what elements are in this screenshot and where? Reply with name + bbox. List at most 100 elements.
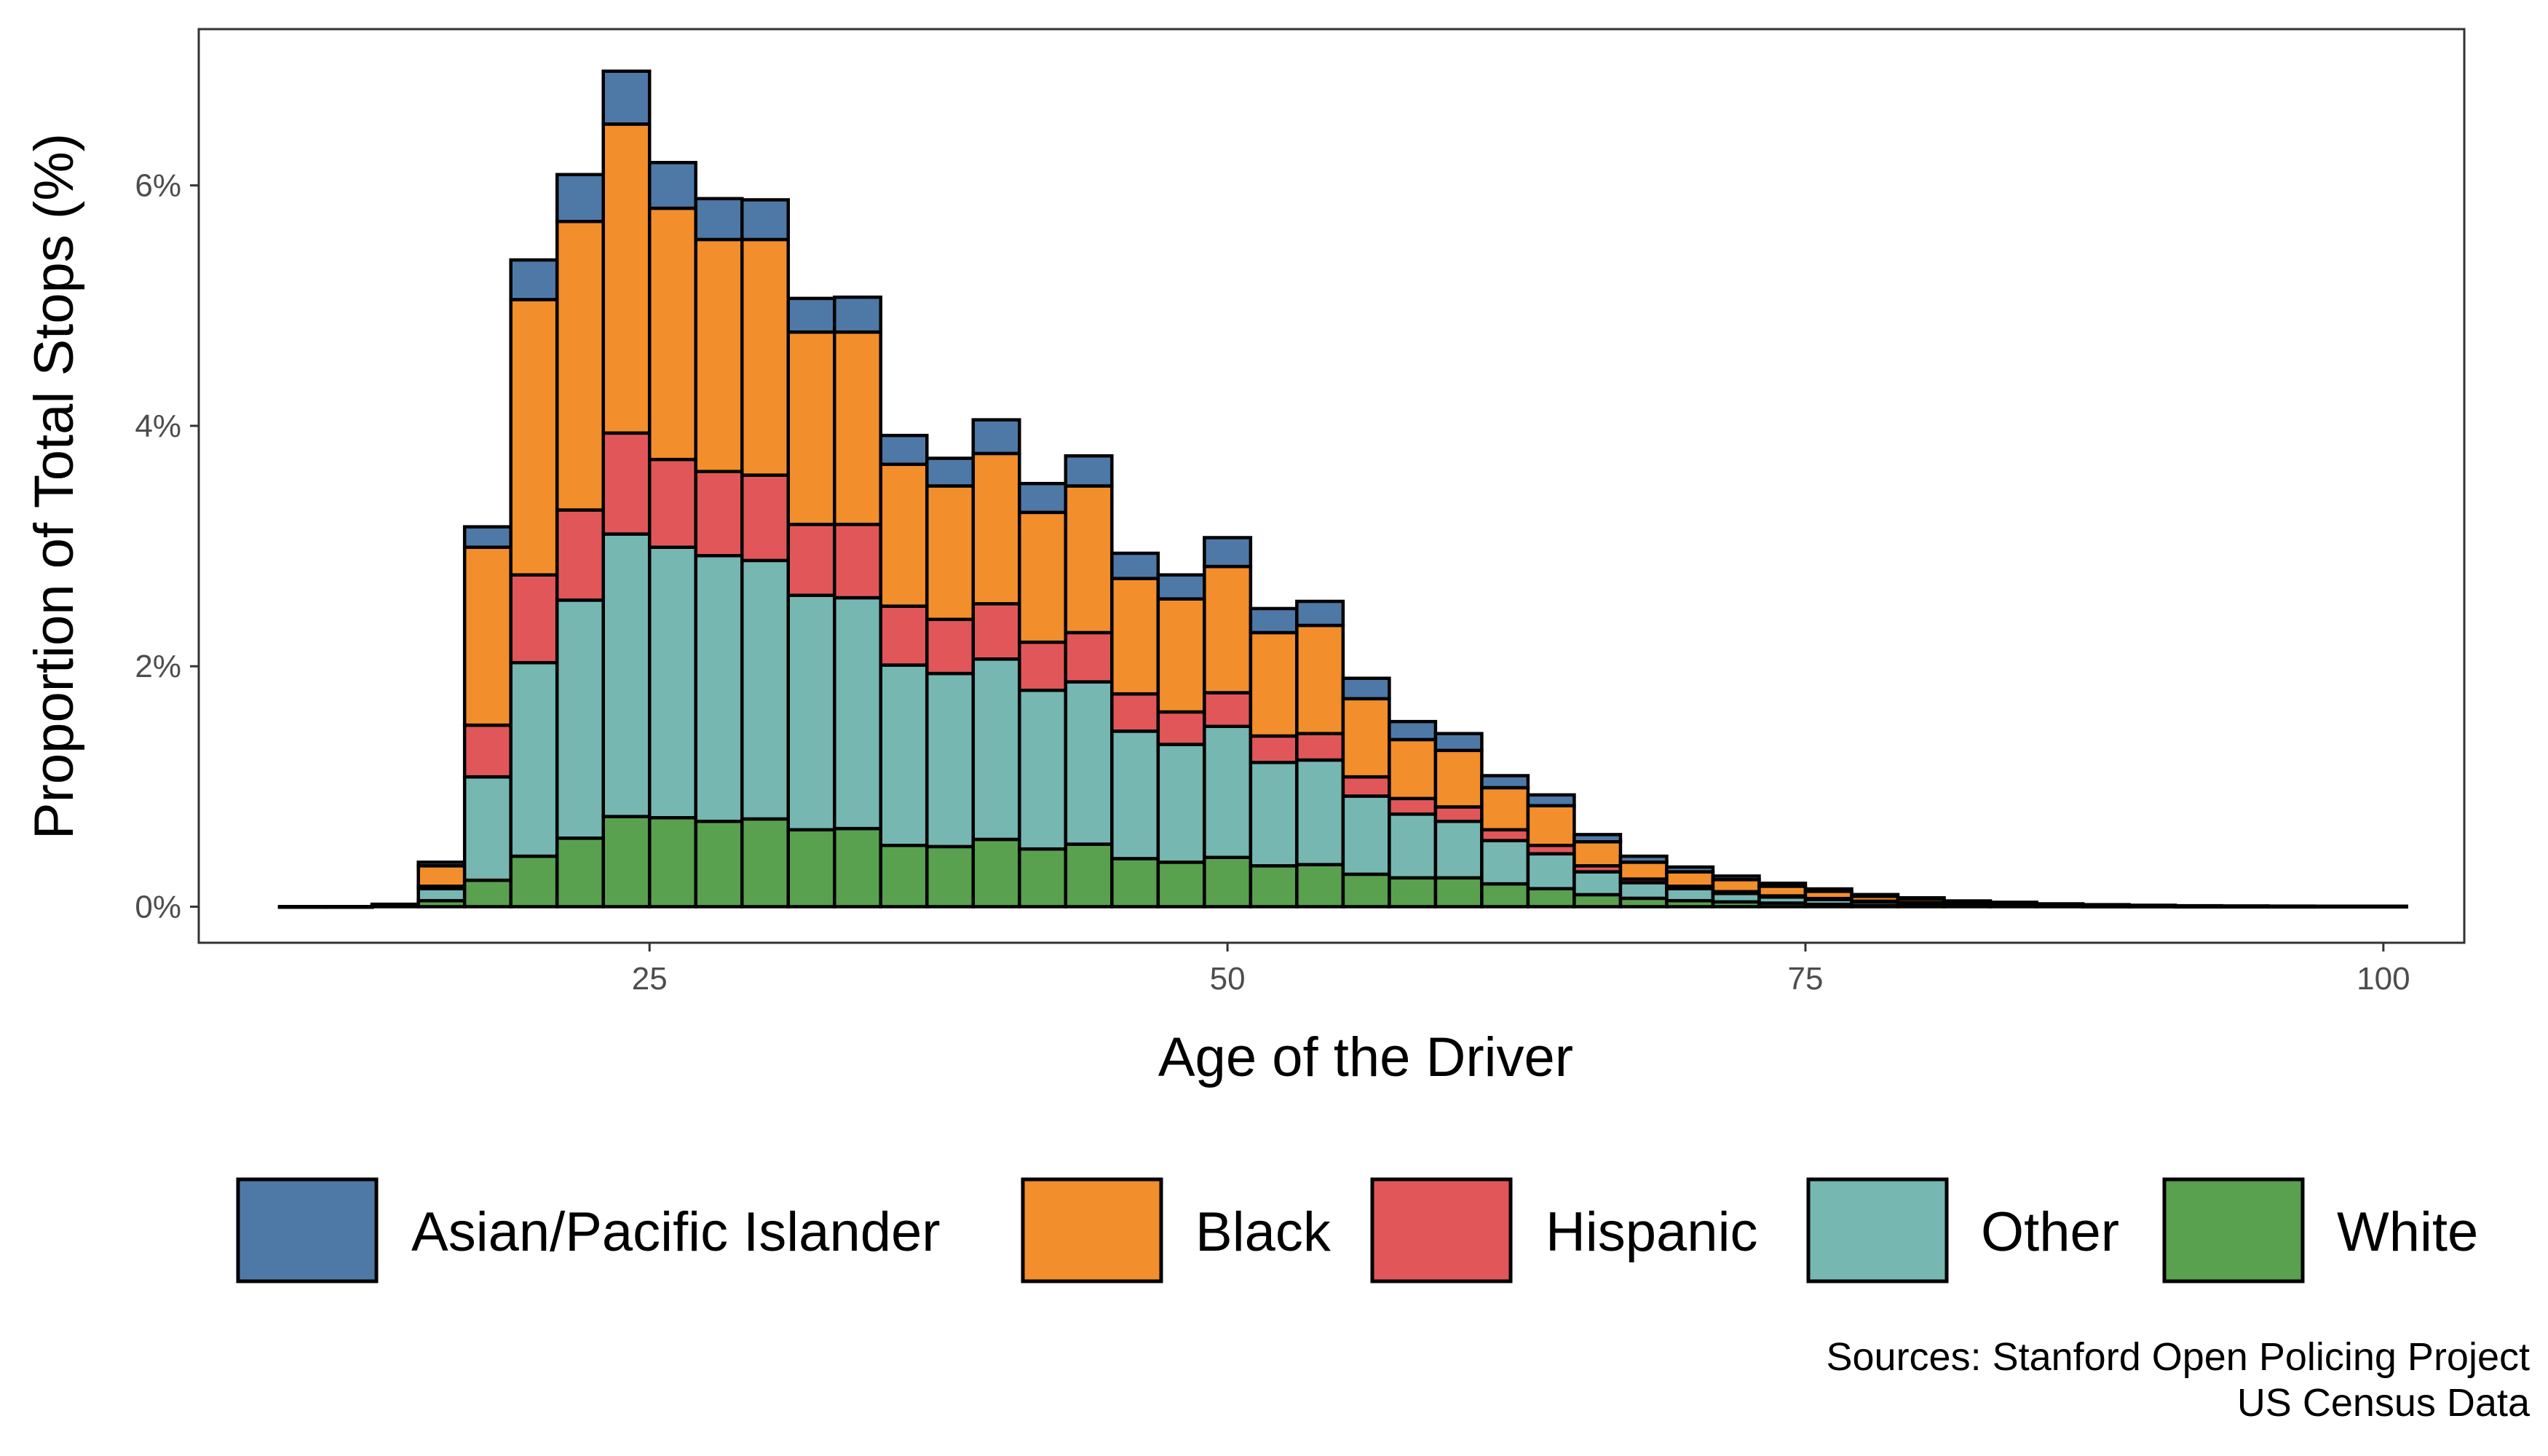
- bar-other-age-60: [1433, 819, 1484, 880]
- bar-hispanic-age-24: [601, 431, 652, 536]
- bar-hispanic-age-40: [971, 602, 1021, 661]
- bar-asian-pacific-islander-age-78: [1850, 893, 1900, 898]
- bar-white-age-42: [1018, 847, 1068, 909]
- bar-other-age-34: [833, 596, 883, 831]
- bar-asian-pacific-islander-age-18: [462, 525, 513, 549]
- x-axis: 25 50 75 100: [632, 943, 2410, 997]
- bar-other-age-24: [601, 532, 652, 818]
- bar-black-age-34: [833, 330, 883, 526]
- bar-other-age-22: [555, 598, 605, 840]
- bar-black-age-20: [509, 298, 559, 577]
- bar-other-age-42: [1018, 688, 1068, 851]
- bar-asian-pacific-islander-age-58: [1388, 719, 1438, 742]
- bar-other-age-56: [1341, 794, 1391, 877]
- legend-label-hispanic: Hispanic: [1546, 1201, 1757, 1263]
- bar-asian-pacific-islander-age-88: [2081, 903, 2131, 907]
- bar-hispanic-age-54: [1295, 732, 1345, 762]
- bar-hispanic-age-18: [462, 723, 513, 779]
- legend-key-black: [1021, 1177, 1163, 1283]
- bar-black-age-68: [1618, 860, 1669, 881]
- bar-other-age-40: [971, 657, 1021, 842]
- bar-asian-pacific-islander-age-60: [1433, 732, 1484, 753]
- bar-asian-pacific-islander-age-32: [786, 296, 836, 334]
- bar-hispanic-age-38: [925, 617, 976, 676]
- bar-asian-pacific-islander-age-80: [1896, 895, 1946, 901]
- bar-asian-pacific-islander-age-98: [2312, 904, 2362, 909]
- bar-black-age-38: [925, 484, 976, 622]
- bar-asian-pacific-islander-age-34: [833, 295, 883, 334]
- bar-white-age-48: [1156, 860, 1206, 909]
- bar-other-age-18: [462, 775, 513, 882]
- bar-white-age-46: [1110, 857, 1160, 909]
- bar-asian-pacific-islander-age-40: [971, 418, 1021, 456]
- bar-asian-pacific-islander-age-24: [601, 69, 652, 126]
- bar-asian-pacific-islander-age-56: [1341, 676, 1391, 701]
- bar-asian-pacific-islander-age-20: [509, 258, 559, 301]
- x-tick-label: 100: [2357, 961, 2410, 997]
- bar-hispanic-age-58: [1388, 796, 1438, 816]
- bar-other-age-30: [740, 558, 791, 821]
- bar-other-age-62: [1480, 839, 1530, 886]
- bar-black-age-56: [1341, 697, 1391, 779]
- bar-white-age-62: [1480, 882, 1530, 909]
- bar-white-age-34: [833, 826, 883, 909]
- bar-asian-pacific-islander-age-86: [2035, 902, 2085, 906]
- bar-black-age-30: [740, 237, 791, 477]
- y-tick-label: 6%: [135, 168, 181, 204]
- y-tick-label: 0%: [135, 889, 181, 925]
- legend-key-white: [2162, 1177, 2305, 1283]
- bar-asian-pacific-islander-age-46: [1110, 551, 1160, 580]
- bar-hispanic-age-42: [1018, 640, 1068, 692]
- bar-white-age-18: [462, 878, 513, 909]
- bar-hispanic-age-20: [509, 573, 559, 665]
- bar-hispanic-age-50: [1203, 691, 1253, 729]
- bar-black-age-58: [1388, 737, 1438, 801]
- bar-other-age-58: [1388, 812, 1438, 880]
- bar-asian-pacific-islander-age-12: [324, 905, 374, 909]
- bar-black-age-22: [555, 219, 605, 512]
- bar-other-age-26: [647, 545, 697, 820]
- bar-hispanic-age-36: [879, 604, 929, 667]
- bar-white-age-66: [1572, 893, 1623, 909]
- bar-asian-pacific-islander-age-30: [740, 198, 791, 242]
- caption-line-2: US Census Data: [2237, 1381, 2531, 1425]
- bar-black-age-42: [1018, 510, 1068, 644]
- bar-white-age-64: [1526, 887, 1576, 909]
- legend-label-black: Black: [1195, 1201, 1332, 1263]
- bar-hispanic-age-34: [833, 523, 883, 600]
- bar-black-age-60: [1433, 748, 1484, 809]
- bar-black-age-26: [647, 206, 697, 462]
- bar-other-age-64: [1526, 852, 1576, 890]
- bar-hispanic-age-48: [1156, 710, 1206, 746]
- x-tick-label: 50: [1210, 961, 1246, 997]
- bar-other-age-70: [1665, 887, 1715, 903]
- bar-hispanic-age-52: [1249, 734, 1299, 764]
- bar-black-age-44: [1064, 484, 1114, 635]
- bar-black-age-40: [971, 451, 1021, 606]
- bar-asian-pacific-islander-age-38: [925, 456, 976, 488]
- bar-black-age-48: [1156, 597, 1206, 714]
- bar-hispanic-age-22: [555, 508, 605, 602]
- bar-hispanic-age-26: [647, 457, 697, 549]
- bar-black-age-52: [1249, 630, 1299, 738]
- bar-other-age-50: [1203, 724, 1253, 860]
- bar-white-age-28: [694, 819, 744, 909]
- bar-hispanic-age-44: [1064, 630, 1114, 684]
- y-axis-title: Proportion of Total Stops (%): [23, 133, 85, 839]
- bar-other-age-16: [416, 887, 467, 903]
- bar-black-age-46: [1110, 577, 1160, 696]
- bar-asian-pacific-islander-age-64: [1526, 793, 1576, 808]
- bar-asian-pacific-islander-age-42: [1018, 481, 1068, 515]
- legend-key-other: [1806, 1177, 1949, 1283]
- bar-white-age-38: [925, 844, 976, 909]
- legend-label-asian-pacific-islander: Asian/Pacific Islander: [411, 1201, 941, 1263]
- bar-asian-pacific-islander-age-96: [2266, 904, 2316, 909]
- bar-white-age-44: [1064, 842, 1114, 909]
- bar-white-age-20: [509, 854, 559, 909]
- bar-asian-pacific-islander-age-76: [1803, 887, 1853, 893]
- bar-hispanic-age-60: [1433, 805, 1484, 823]
- bar-white-age-40: [971, 837, 1021, 909]
- bars-layer: [277, 69, 2408, 909]
- bar-other-age-66: [1572, 870, 1623, 897]
